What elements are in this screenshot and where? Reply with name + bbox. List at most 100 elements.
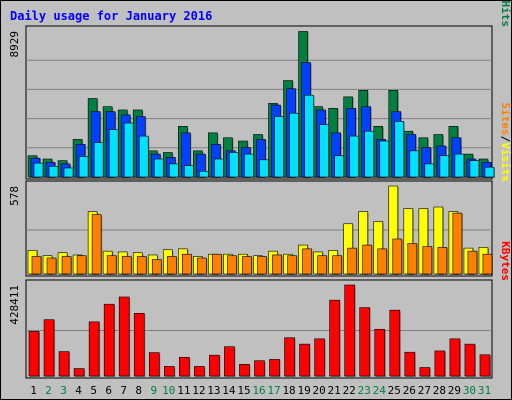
bar-kbytes-day-15 [239,364,250,377]
x-tick-label-day-7: 7 [120,384,127,397]
max-label-kbytes: 428411 [8,285,21,325]
bar-pages-day-5 [93,142,104,178]
bar-kbytes-day-13 [209,354,220,377]
x-tick-label-day-11: 11 [177,384,190,397]
x-tick-label-day-16: 16 [252,384,265,397]
bar-pages-day-19 [304,94,314,178]
bar-sites-day-7 [121,256,132,275]
bar-kbytes-day-6 [103,303,115,377]
x-tick-label-day-21: 21 [328,384,341,397]
bar-pages-day-31 [484,166,495,178]
legend-item-kbytes: KBytes [499,241,511,281]
bar-kbytes-day-2 [43,319,55,377]
bar-pages-day-2 [48,166,59,178]
legend-item-hits: Hits [499,1,511,27]
bar-sites-day-18 [287,255,297,275]
bar-kbytes-day-25 [389,309,401,377]
bar-kbytes-day-27 [419,367,431,377]
bar-sites-day-16 [257,256,267,275]
max-label-sites-visits: 578 [8,186,21,206]
bar-pages-day-3 [63,167,74,178]
bar-kbytes-day-30 [464,343,476,377]
bar-kbytes-day-31 [479,354,491,377]
bar-pages-day-20 [319,124,329,178]
bar-pages-day-21 [334,155,344,178]
x-tick-label-day-14: 14 [222,384,236,397]
bar-pages-day-17 [274,116,284,178]
bar-pages-day-23 [364,130,375,178]
bar-sites-day-25 [392,238,403,275]
bar-pages-day-6 [108,129,119,178]
legend-sites-visits: Sites/Visits [499,103,511,183]
bar-sites-day-1 [31,256,42,275]
bar-pages-day-28 [439,155,450,178]
bar-sites-day-13 [212,253,222,275]
bar-pages-day-24 [379,140,390,178]
bar-kbytes-day-21 [329,299,340,377]
bar-pages-day-26 [409,150,420,178]
bar-kbytes-day-12 [194,366,205,377]
bar-kbytes-day-18 [284,337,295,377]
bar-kbytes-day-10 [163,366,175,377]
legend-separator: / [499,136,511,143]
x-tick-label-day-20: 20 [313,384,326,397]
bar-sites-day-27 [422,246,433,275]
bar-kbytes-day-3 [58,351,70,377]
bar-sites-day-22 [347,247,357,275]
bar-kbytes-day-17 [269,359,280,377]
x-tick-label-day-2: 2 [45,384,52,397]
x-tick-label-day-5: 5 [90,384,97,397]
bar-kbytes-day-24 [374,328,386,377]
bar-sites-day-28 [437,247,448,275]
bar-kbytes-day-29 [449,338,461,377]
x-tick-label-day-17: 17 [267,384,280,397]
bar-sites-day-5 [91,214,102,275]
legend-kbytes: KBytes [499,241,511,281]
bar-kbytes-day-22 [344,284,355,377]
x-tick-label-day-25: 25 [388,384,401,397]
bar-pages-day-12 [199,170,209,178]
x-tick-label-day-8: 8 [135,384,142,397]
bar-pages-day-15 [244,153,254,178]
bar-sites-day-14 [227,255,237,275]
bar-sites-day-21 [332,255,342,275]
bar-kbytes-day-7 [118,296,130,377]
bar-sites-day-31 [482,253,493,275]
bar-pages-day-18 [289,112,299,178]
bar-sites-day-9 [151,259,162,275]
bar-kbytes-day-14 [224,346,235,377]
bar-kbytes-day-1 [28,331,40,377]
bar-pages-day-29 [454,153,465,178]
x-tick-label-day-26: 26 [403,384,416,397]
x-tick-label-day-6: 6 [105,384,112,397]
x-tick-label-day-30: 30 [463,384,476,397]
bar-sites-day-15 [242,256,252,275]
bar-sites-day-6 [106,255,117,275]
bar-sites-day-12 [197,257,207,275]
bar-kbytes-day-16 [254,360,265,377]
bar-sites-day-4 [76,255,87,275]
bar-pages-day-9 [153,158,164,178]
x-tick-label-day-22: 22 [343,384,356,397]
bar-sites-day-2 [46,257,57,275]
chart-title: Daily usage for January 2016 [10,9,212,23]
legend-pages-files-hits: Pages/Files/Hits [499,1,511,27]
bar-pages-day-22 [349,135,359,178]
x-tick-label-day-1: 1 [30,384,37,397]
x-tick-label-day-13: 13 [207,384,220,397]
x-tick-label-day-24: 24 [373,384,387,397]
bar-sites-day-23 [362,244,373,275]
x-tick-label-day-10: 10 [162,384,175,397]
x-tick-label-day-18: 18 [282,384,295,397]
bar-kbytes-day-8 [133,313,145,377]
bar-pages-day-4 [78,156,89,178]
bar-pages-day-14 [229,152,239,178]
bar-kbytes-day-19 [299,343,310,377]
bar-sites-day-29 [452,212,463,275]
bar-kbytes-day-11 [179,357,190,377]
bar-pages-day-13 [214,158,224,178]
bar-kbytes-day-26 [404,351,416,377]
legend-item-sites: Sites [499,103,511,136]
